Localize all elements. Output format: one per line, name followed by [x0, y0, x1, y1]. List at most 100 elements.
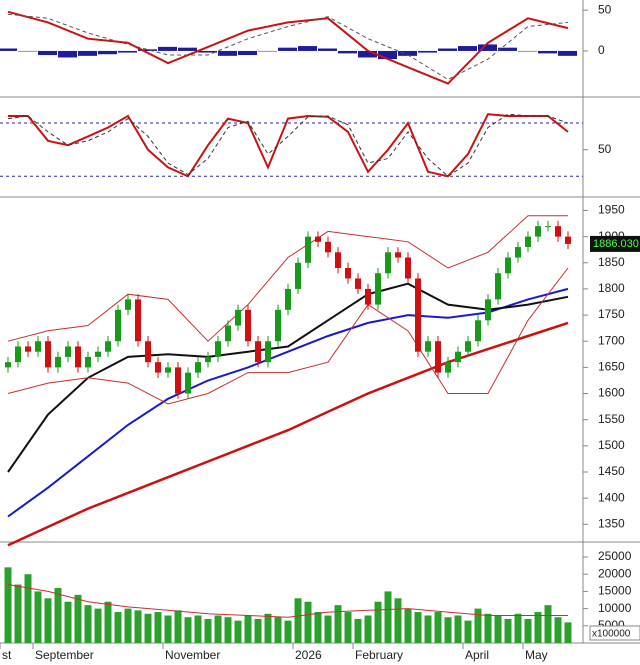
candle-body	[385, 252, 391, 274]
candle-body	[305, 236, 311, 263]
histogram-bar	[158, 46, 177, 51]
volume-bar	[14, 584, 22, 643]
candle-body	[375, 273, 381, 305]
unit-box	[589, 625, 640, 641]
histogram-bar	[38, 50, 57, 56]
volume-bar	[274, 617, 282, 643]
candle-body	[465, 341, 471, 352]
candle-body	[225, 325, 231, 342]
volume-bar	[224, 617, 232, 643]
volume-bar	[334, 605, 342, 643]
histogram-bar	[398, 50, 417, 56]
candle-body	[95, 351, 101, 357]
y-tick-label: 50	[598, 142, 612, 156]
volume-bar	[104, 601, 112, 643]
line-series	[8, 113, 569, 178]
histogram-bar	[278, 47, 297, 51]
line-series	[7, 321, 569, 547]
y-tick-label: 20000	[598, 566, 632, 580]
y-tick-label: 1500	[598, 438, 625, 452]
candle-body	[205, 356, 211, 363]
x-tick-label: May	[525, 648, 548, 662]
candle-body	[155, 362, 161, 373]
volume-bar	[134, 610, 142, 643]
candle-body	[415, 278, 421, 352]
y-tick-label: 0	[598, 43, 605, 57]
volume-bar	[244, 615, 252, 643]
y-tick-label: 1950	[598, 203, 625, 217]
y-tick-label: 1600	[598, 386, 625, 400]
volume-bar	[214, 615, 222, 643]
line-series	[7, 584, 568, 618]
candle-body	[55, 356, 61, 368]
candle-body	[125, 299, 131, 310]
histogram-bar	[298, 46, 317, 51]
candle-body	[185, 372, 191, 394]
volume-bar	[514, 613, 522, 643]
candle-body	[555, 226, 561, 237]
line-series	[7, 287, 569, 518]
candle-body	[285, 288, 291, 310]
volume-bar	[414, 612, 422, 643]
candle-body	[115, 309, 121, 342]
candle-body	[45, 341, 51, 368]
candle-body	[395, 252, 401, 258]
volume-bar	[484, 613, 492, 643]
candle-body	[485, 299, 491, 321]
y-tick-label: 25000	[598, 549, 632, 563]
candle-body	[255, 341, 261, 363]
volume-bar	[434, 612, 442, 643]
volume-bar	[404, 608, 412, 643]
histogram-bar	[538, 50, 557, 54]
histogram-bar	[0, 48, 18, 51]
y-tick-label: 1750	[598, 307, 625, 321]
volume-bar	[114, 612, 122, 643]
histogram-bar	[498, 47, 517, 51]
candle-body	[15, 346, 21, 363]
candle-body	[235, 309, 241, 326]
volume-bar	[504, 618, 512, 643]
y-tick-label: 50	[598, 2, 612, 16]
last-price-box	[590, 235, 640, 252]
candle-body	[455, 351, 461, 363]
candle-body	[295, 262, 301, 289]
candle-body	[165, 367, 171, 373]
volume-bar	[124, 608, 132, 643]
volume-bar	[174, 610, 182, 643]
y-tick-label: 10000	[598, 601, 632, 615]
candle-body	[505, 257, 511, 274]
candle-body	[25, 346, 31, 352]
volume-bar	[254, 618, 262, 643]
volume-bar	[544, 605, 552, 643]
candle-body	[315, 236, 321, 242]
volume-bar	[184, 617, 192, 643]
volume-bar	[204, 618, 212, 643]
histogram-bar	[258, 50, 277, 52]
candle-body	[525, 236, 531, 248]
line-series	[7, 10, 569, 85]
y-tick-label: 1800	[598, 281, 625, 295]
volume-bar	[464, 620, 472, 643]
histogram-bar	[218, 50, 237, 56]
histogram-bar	[318, 48, 337, 51]
histogram-bar	[78, 50, 97, 56]
candle-body	[275, 309, 281, 342]
volume-bar	[554, 617, 562, 643]
candle-body	[405, 257, 411, 279]
volume-bar	[194, 615, 202, 643]
volume-bar	[364, 615, 372, 643]
y-tick-label: 1650	[598, 360, 625, 374]
candle-body	[85, 356, 91, 368]
volume-bar	[564, 622, 572, 643]
last-price-label: 1886.030	[593, 238, 639, 250]
candle-body	[135, 299, 141, 342]
candle-body	[195, 362, 201, 373]
volume-bar	[144, 613, 152, 643]
x-tick-label: November	[165, 648, 220, 662]
volume-bar	[94, 608, 102, 643]
volume-bar	[84, 605, 92, 643]
histogram-bar	[458, 46, 477, 51]
volume-bar	[474, 608, 482, 643]
